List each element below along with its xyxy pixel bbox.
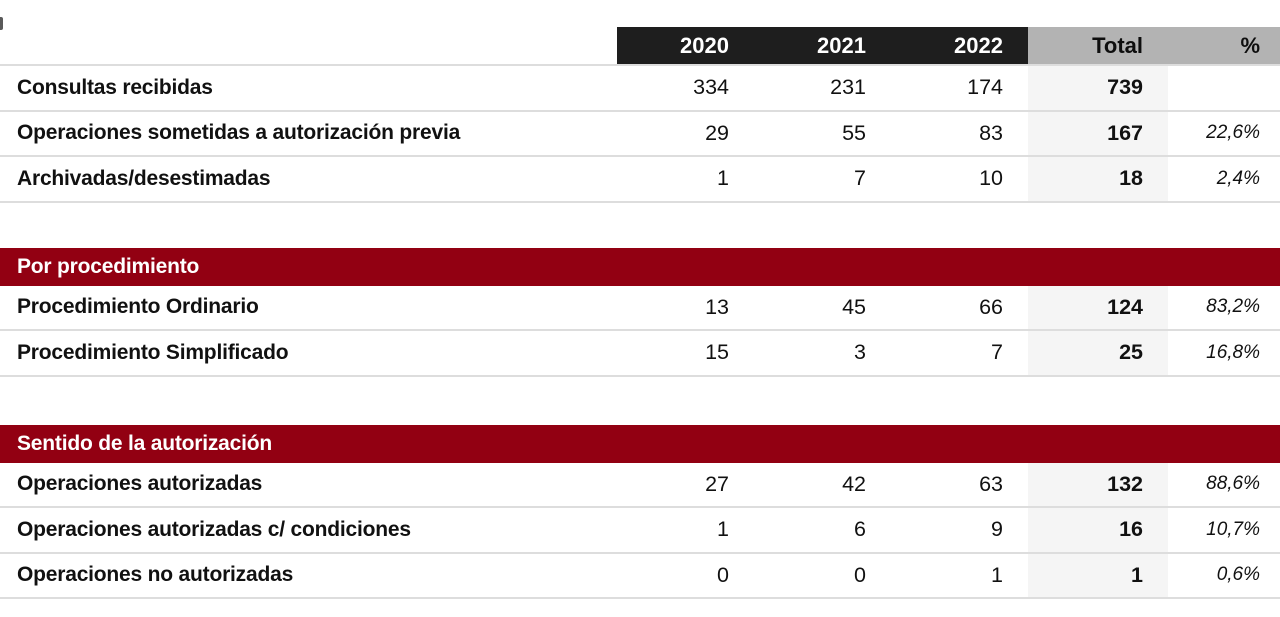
value-2021: 7 [854, 166, 866, 191]
row-label: Operaciones autorizadas [17, 472, 263, 496]
column-header-row: 2020 2021 2022 Total % [0, 27, 1280, 64]
value-2022: 174 [967, 75, 1003, 100]
value-2022: 63 [979, 471, 1003, 496]
section-header-bar: Por procedimiento [0, 247, 1280, 286]
table-row: Procedimiento Ordinario 13 45 66 124 83,2% [0, 285, 1280, 331]
row-label: Operaciones no autorizadas [17, 563, 294, 587]
row-label: Procedimiento Ordinario [17, 295, 259, 319]
header-percent: % [1168, 27, 1280, 64]
table-row: Operaciones autorizadas 27 42 63 132 88,6% [0, 462, 1280, 508]
value-2020: 15 [705, 340, 729, 365]
section-gap [0, 202, 1280, 248]
value-2020: 13 [705, 294, 729, 319]
value-total: 16 [1028, 508, 1168, 552]
table-row: Consultas recibidas 334 231 174 739 [0, 64, 1280, 112]
value-total: 132 [1028, 462, 1168, 506]
section-header-title: Sentido de la autorización [17, 431, 273, 455]
value-2021: 45 [842, 294, 866, 319]
value-pct [1168, 66, 1280, 110]
row-label: Procedimiento Simplificado [17, 340, 289, 364]
value-2020: 334 [693, 75, 729, 100]
header-year-2022: 2022 [891, 27, 1028, 64]
value-pct: 2,4% [1216, 167, 1260, 189]
value-2020: 29 [705, 120, 729, 145]
value-total: 167 [1028, 111, 1168, 155]
value-2022: 7 [991, 340, 1003, 365]
value-2022: 9 [991, 517, 1003, 542]
value-total: 739 [1028, 66, 1168, 110]
header-total: Total [1028, 27, 1168, 64]
value-2022: 10 [979, 166, 1003, 191]
row-label: Operaciones autorizadas c/ condiciones [17, 517, 411, 541]
table-row: Archivadas/desestimadas 1 7 10 18 2,4% [0, 157, 1280, 203]
value-2020: 1 [717, 166, 729, 191]
value-pct: 16,8% [1206, 341, 1260, 363]
header-label-spacer [0, 27, 617, 64]
table-row: Operaciones no autorizadas 0 0 1 1 0,6% [0, 553, 1280, 599]
value-2020: 0 [717, 562, 729, 587]
value-total: 124 [1028, 285, 1168, 329]
value-2021: 55 [842, 120, 866, 145]
value-2021: 3 [854, 340, 866, 365]
section-gap [0, 376, 1280, 425]
value-2020: 27 [705, 471, 729, 496]
top-spacer [0, 0, 1280, 27]
table-row: Operaciones sometidas a autorización pre… [0, 111, 1280, 157]
value-2021: 6 [854, 517, 866, 542]
section-header-bar: Sentido de la autorización [0, 424, 1280, 463]
header-year-2021: 2021 [754, 27, 891, 64]
header-year-2020: 2020 [617, 27, 754, 64]
table-body: Consultas recibidas 334 231 174 739 Operacion… [0, 64, 1280, 599]
value-2021: 0 [854, 562, 866, 587]
value-pct: 0,6% [1216, 564, 1260, 586]
value-2022: 83 [979, 120, 1003, 145]
row-label: Archivadas/desestimadas [17, 166, 271, 190]
row-label: Consultas recibidas [17, 75, 213, 99]
value-2020: 1 [717, 517, 729, 542]
value-pct: 22,6% [1206, 122, 1260, 144]
edge-artifact [0, 17, 3, 30]
value-2022: 1 [991, 562, 1003, 587]
value-2021: 231 [830, 75, 866, 100]
section-header-title: Por procedimiento [17, 254, 200, 278]
value-2022: 66 [979, 294, 1003, 319]
table-row: Operaciones autorizadas c/ condiciones 1 6… [0, 508, 1280, 554]
value-pct: 88,6% [1206, 473, 1260, 495]
value-pct: 10,7% [1206, 518, 1260, 540]
value-total: 1 [1028, 553, 1168, 597]
value-pct: 83,2% [1206, 296, 1260, 318]
value-total: 25 [1028, 331, 1168, 375]
row-label: Operaciones sometidas a autorización pre… [17, 121, 461, 145]
table-row: Procedimiento Simplificado 15 3 7 25 16,8% [0, 331, 1280, 377]
value-total: 18 [1028, 157, 1168, 201]
value-2021: 42 [842, 471, 866, 496]
